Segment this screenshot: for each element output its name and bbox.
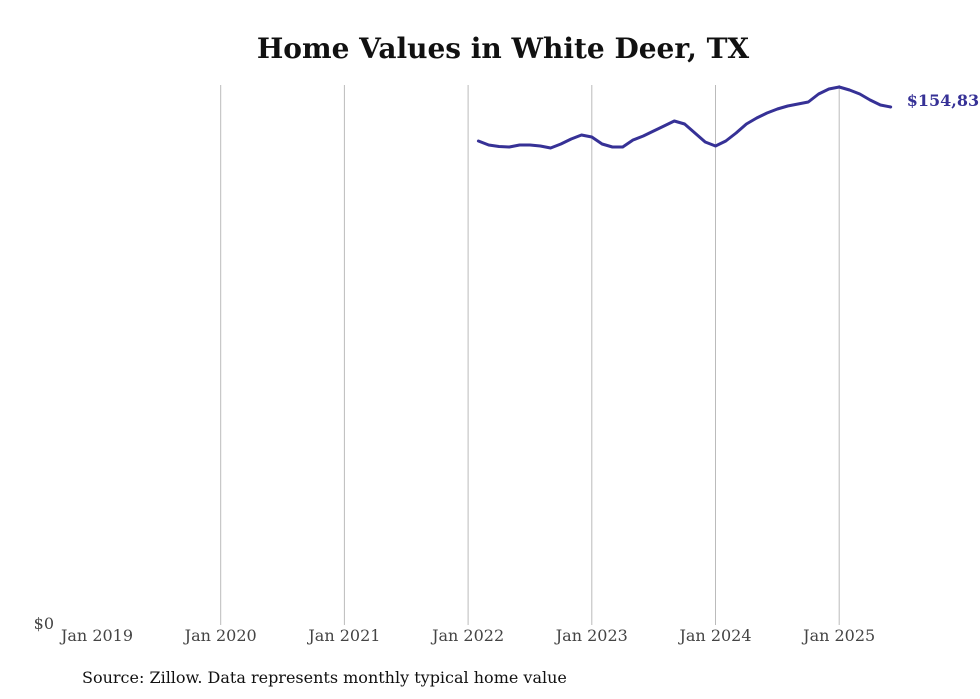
- x-tick-label: Jan 2019: [59, 626, 133, 645]
- x-tick-label: Jan 2020: [183, 626, 257, 645]
- chart-title: Home Values in White Deer, TX: [256, 32, 750, 65]
- x-tick-label: Jan 2023: [554, 626, 628, 645]
- x-tick-label: Jan 2022: [430, 626, 504, 645]
- x-tick-label: Jan 2024: [677, 626, 751, 645]
- y-tick-label: $0: [34, 614, 54, 633]
- series-line: [476, 85, 893, 150]
- x-tick-label: Jan 2021: [306, 626, 380, 645]
- last-value-label: $154,836: [907, 91, 980, 110]
- source-note: Source: Zillow. Data represents monthly …: [82, 668, 567, 687]
- x-tick-label: Jan 2025: [801, 626, 875, 645]
